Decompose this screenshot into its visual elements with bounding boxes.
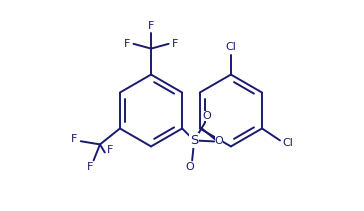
Text: O: O	[215, 137, 223, 146]
Text: F: F	[107, 145, 113, 156]
Text: F: F	[71, 134, 78, 144]
Text: Cl: Cl	[282, 138, 293, 148]
Text: F: F	[124, 39, 130, 49]
Text: S: S	[190, 134, 198, 147]
Text: F: F	[172, 39, 178, 49]
Text: O: O	[203, 111, 211, 121]
Text: Cl: Cl	[225, 42, 236, 52]
Text: O: O	[186, 162, 194, 172]
Text: F: F	[86, 162, 93, 172]
Text: F: F	[148, 21, 154, 31]
